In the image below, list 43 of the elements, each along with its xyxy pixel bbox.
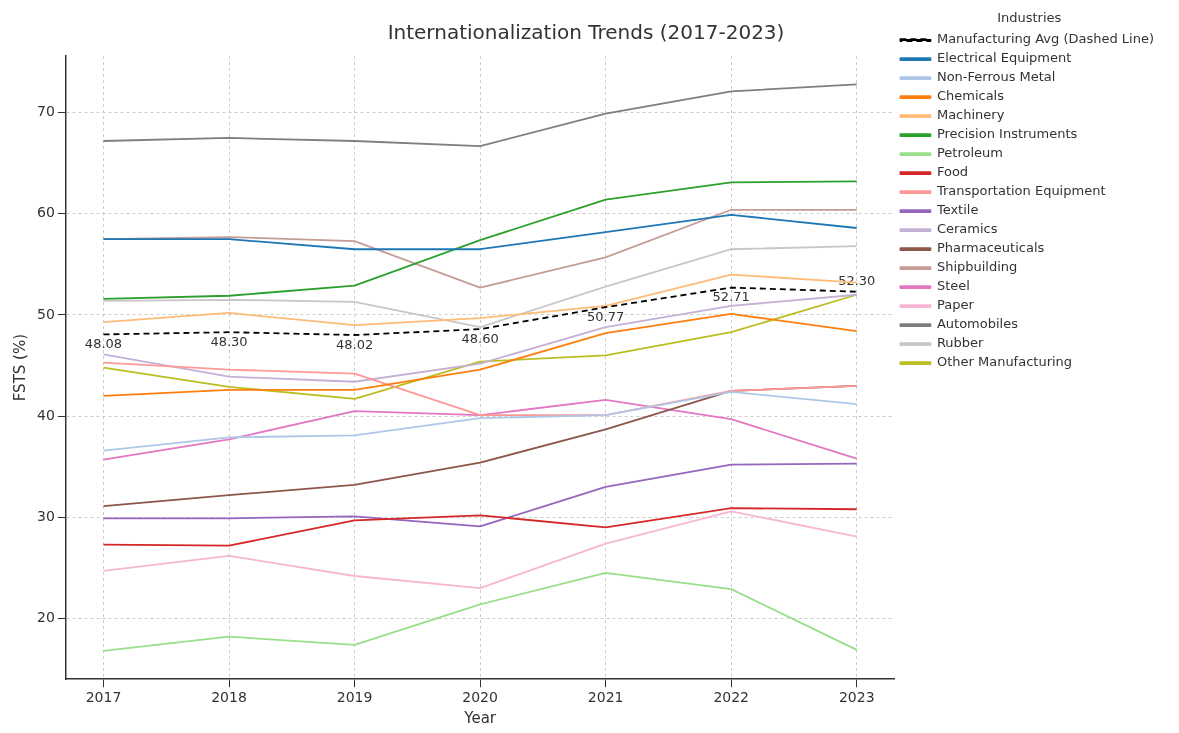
y-tick-label: 70 — [36, 103, 55, 120]
legend-label: Pharmaceuticals — [936, 240, 1045, 256]
legend-label: Electrical Equipment — [936, 50, 1072, 66]
legend-label: Manufacturing Avg (Dashed Line) — [936, 31, 1155, 47]
data-label: 48.30 — [210, 334, 248, 350]
legend-label: Precision Instruments — [936, 126, 1078, 142]
data-label: 50.77 — [587, 309, 625, 325]
x-tick-label: 2017 — [85, 689, 122, 706]
data-label: 52.71 — [712, 289, 750, 305]
x-tick-label: 2019 — [336, 689, 373, 706]
data-label: 48.02 — [335, 336, 374, 352]
legend-label: Steel — [936, 278, 970, 294]
data-label: 52.30 — [838, 272, 876, 288]
legend-label: Automobiles — [936, 316, 1019, 332]
x-tick-label: 2021 — [587, 689, 624, 706]
legend-label: Food — [936, 164, 969, 180]
legend-label: Other Manufacturing — [936, 354, 1073, 370]
chart-title: Internationalization Trends (2017-2023) — [387, 20, 785, 45]
x-tick-label: 2023 — [838, 689, 875, 706]
legend-label: Textile — [935, 202, 979, 218]
y-tick-label: 40 — [36, 406, 55, 423]
legend-label: Petroleum — [936, 145, 1003, 161]
x-tick-label: 2020 — [462, 689, 498, 706]
x-axis-title: Year — [463, 708, 497, 727]
legend-label: Transportation Equipment — [935, 183, 1106, 199]
y-tick-label: 60 — [36, 204, 55, 221]
legend-label: Rubber — [936, 335, 985, 351]
legend-label: Machinery — [936, 107, 1005, 123]
x-tick-label: 2018 — [211, 689, 247, 706]
legend-label: Chemicals — [936, 88, 1005, 104]
legend-label: Non-Ferrous Metal — [936, 69, 1056, 85]
legend-label: Shipbuilding — [936, 259, 1018, 275]
y-tick-label: 20 — [36, 609, 55, 626]
y-tick-label: 50 — [36, 305, 55, 322]
legend-label: Ceramics — [936, 221, 998, 237]
line-series — [102, 286, 858, 336]
y-tick-label: 30 — [36, 507, 55, 524]
legend-label: Paper — [936, 297, 975, 313]
data-label: 48.08 — [84, 336, 123, 352]
y-axis-title: FSTS (%) — [10, 333, 29, 402]
x-tick-label: 2022 — [713, 689, 750, 706]
legend-title: Industries — [997, 9, 1062, 25]
data-label: 48.60 — [461, 331, 499, 347]
